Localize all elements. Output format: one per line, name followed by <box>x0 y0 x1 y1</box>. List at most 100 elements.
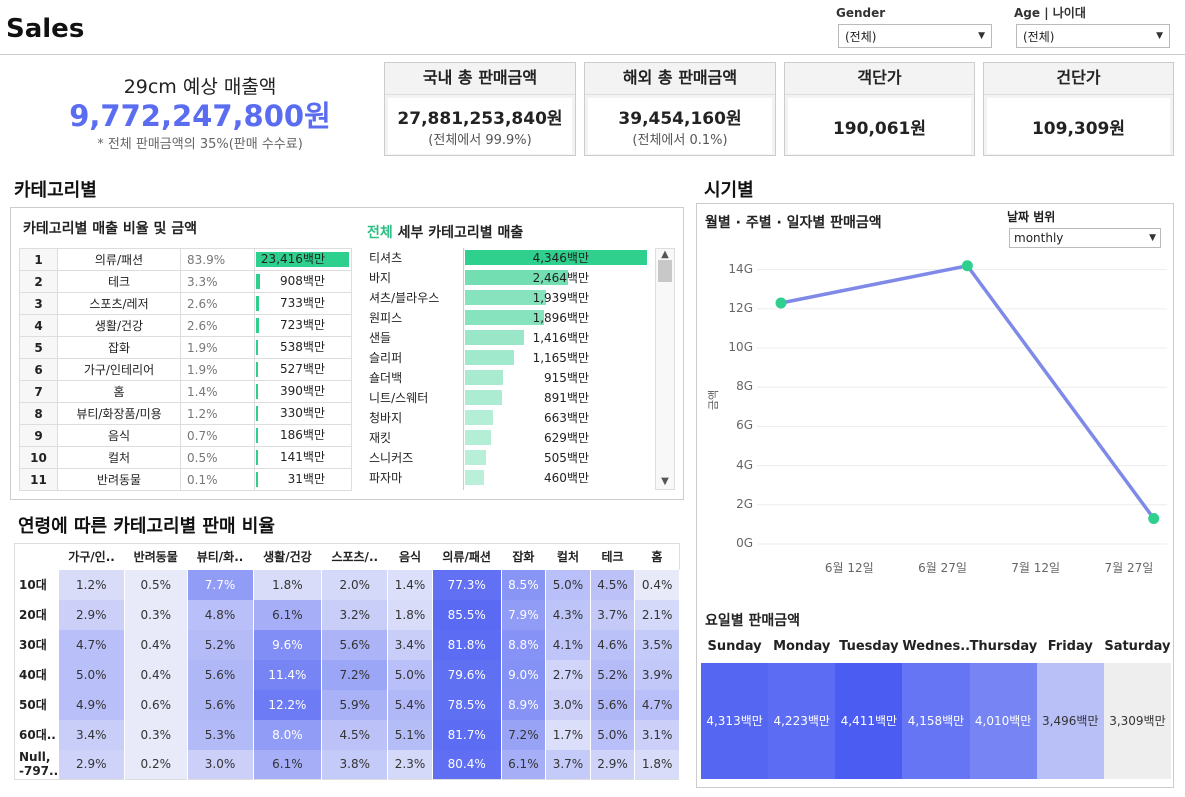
heatmap-cell[interactable]: 5.3% <box>187 719 254 750</box>
heatmap-cell[interactable]: 1.8% <box>634 749 680 780</box>
heatmap-cell[interactable]: 4.3% <box>545 599 591 630</box>
heatmap-cell[interactable]: 0.3% <box>124 599 188 630</box>
weekday-cell[interactable]: 4,411백만 <box>835 663 903 779</box>
heatmap-cell[interactable]: 2.9% <box>58 599 125 630</box>
category-row[interactable]: 7 홈 1.4% 390백만 <box>19 380 352 403</box>
heatmap-cell[interactable]: 5.6% <box>321 629 389 660</box>
heatmap-cell[interactable]: 0.6% <box>124 689 188 720</box>
weekday-cell[interactable]: 4,223백만 <box>768 663 836 779</box>
heatmap-cell[interactable]: 5.1% <box>387 719 433 750</box>
heatmap-cell[interactable]: 81.7% <box>432 719 502 750</box>
category-row[interactable]: 1 의류/패션 83.9% 23,416백만 <box>19 248 352 271</box>
heatmap-cell[interactable]: 3.4% <box>58 719 125 750</box>
weekday-cell[interactable]: 3,309백만 <box>1103 663 1171 779</box>
heatmap-cell[interactable]: 2.3% <box>387 749 433 780</box>
category-row[interactable]: 10 컬처 0.5% 141백만 <box>19 446 352 469</box>
heatmap-cell[interactable]: 6.1% <box>253 749 323 780</box>
heatmap-cell[interactable]: 6.1% <box>501 749 547 780</box>
weekday-cell[interactable]: 3,496백만 <box>1036 663 1104 779</box>
heatmap-cell[interactable]: 7.2% <box>321 659 389 690</box>
subcategory-row[interactable]: 니트/스웨터 891백만 <box>369 388 651 408</box>
heatmap-cell[interactable]: 5.0% <box>387 659 433 690</box>
heatmap-cell[interactable]: 12.2% <box>253 689 323 720</box>
heatmap-cell[interactable]: 1.4% <box>387 569 433 600</box>
heatmap-cell[interactable]: 2.0% <box>321 569 389 600</box>
age-select[interactable]: (전체) ▼ <box>1016 24 1170 48</box>
heatmap-cell[interactable]: 4.5% <box>590 569 636 600</box>
heatmap-cell[interactable]: 77.3% <box>432 569 502 600</box>
heatmap-cell[interactable]: 3.0% <box>545 689 591 720</box>
scroll-up-icon[interactable]: ▲ <box>661 249 669 260</box>
heatmap-cell[interactable]: 0.2% <box>124 749 188 780</box>
heatmap-cell[interactable]: 3.1% <box>634 719 680 750</box>
subcategory-row[interactable]: 스니커즈 505백만 <box>369 448 651 468</box>
heatmap-cell[interactable]: 9.6% <box>253 629 323 660</box>
heatmap-cell[interactable]: 0.4% <box>124 659 188 690</box>
category-row[interactable]: 5 잡화 1.9% 538백만 <box>19 336 352 359</box>
subcategory-row[interactable]: 샌들 1,416백만 <box>369 328 651 348</box>
heatmap-cell[interactable]: 4.9% <box>58 689 125 720</box>
heatmap-cell[interactable]: 5.6% <box>187 659 254 690</box>
heatmap-cell[interactable]: 3.7% <box>590 599 636 630</box>
heatmap-cell[interactable]: 4.1% <box>545 629 591 660</box>
heatmap-cell[interactable]: 4.6% <box>590 629 636 660</box>
scroll-down-icon[interactable]: ▼ <box>661 476 669 487</box>
heatmap-cell[interactable]: 2.7% <box>545 659 591 690</box>
heatmap-cell[interactable]: 0.4% <box>634 569 680 600</box>
subcategory-row[interactable]: 슬리퍼 1,165백만 <box>369 348 651 368</box>
heatmap-cell[interactable]: 3.2% <box>321 599 389 630</box>
heatmap-cell[interactable]: 8.5% <box>501 569 547 600</box>
heatmap-cell[interactable]: 5.9% <box>321 689 389 720</box>
weekday-cell[interactable]: 4,313백만 <box>701 663 769 779</box>
category-row[interactable]: 8 뷰티/화장품/미용 1.2% 330백만 <box>19 402 352 425</box>
heatmap-cell[interactable]: 1.8% <box>253 569 323 600</box>
heatmap-cell[interactable]: 1.7% <box>545 719 591 750</box>
subcategory-row[interactable]: 파자마 460백만 <box>369 468 651 488</box>
heatmap-cell[interactable]: 3.9% <box>634 659 680 690</box>
category-row[interactable]: 11 반려동물 0.1% 31백만 <box>19 468 352 491</box>
heatmap-cell[interactable]: 5.2% <box>187 629 254 660</box>
subcategory-list[interactable]: 티셔츠 4,346백만 바지 2,464백만 셔츠/블라우스 1,939백만 원피스 1,89… <box>369 248 651 490</box>
heatmap-cell[interactable]: 6.1% <box>253 599 323 630</box>
category-row[interactable]: 2 테크 3.3% 908백만 <box>19 270 352 293</box>
scroll-thumb[interactable] <box>658 260 672 282</box>
category-row[interactable]: 6 가구/인테리어 1.9% 527백만 <box>19 358 352 381</box>
heatmap-cell[interactable]: 5.6% <box>590 689 636 720</box>
category-row[interactable]: 9 음식 0.7% 186백만 <box>19 424 352 447</box>
heatmap-cell[interactable]: 11.4% <box>253 659 323 690</box>
weekday-cell[interactable]: 4,010백만 <box>969 663 1037 779</box>
heatmap-cell[interactable]: 8.9% <box>501 689 547 720</box>
heatmap-cell[interactable]: 5.4% <box>387 689 433 720</box>
heatmap-cell[interactable]: 2.9% <box>58 749 125 780</box>
subcategory-row[interactable]: 셔츠/블라우스 1,939백만 <box>369 288 651 308</box>
date-range-select[interactable]: monthly ▼ <box>1009 228 1161 248</box>
data-point[interactable] <box>775 297 787 309</box>
heatmap-cell[interactable]: 85.5% <box>432 599 502 630</box>
heatmap-cell[interactable]: 2.9% <box>590 749 636 780</box>
heatmap-cell[interactable]: 3.8% <box>321 749 389 780</box>
subcategory-row[interactable]: 원피스 1,896백만 <box>369 308 651 328</box>
heatmap-cell[interactable]: 2.1% <box>634 599 680 630</box>
heatmap-cell[interactable]: 5.6% <box>187 689 254 720</box>
heatmap-cell[interactable]: 81.8% <box>432 629 502 660</box>
heatmap-cell[interactable]: 5.2% <box>590 659 636 690</box>
heatmap-cell[interactable]: 79.6% <box>432 659 502 690</box>
heatmap-cell[interactable]: 0.4% <box>124 629 188 660</box>
heatmap-cell[interactable]: 1.2% <box>58 569 125 600</box>
subcategory-scrollbar[interactable]: ▲ ▼ <box>655 248 675 490</box>
heatmap-cell[interactable]: 1.8% <box>387 599 433 630</box>
subcategory-row[interactable]: 재킷 629백만 <box>369 428 651 448</box>
heatmap-cell[interactable]: 3.5% <box>634 629 680 660</box>
heatmap-cell[interactable]: 9.0% <box>501 659 547 690</box>
heatmap-cell[interactable]: 3.0% <box>187 749 254 780</box>
category-row[interactable]: 3 스포츠/레저 2.6% 733백만 <box>19 292 352 315</box>
heatmap-cell[interactable]: 5.0% <box>58 659 125 690</box>
subcategory-row[interactable]: 청바지 663백만 <box>369 408 651 428</box>
heatmap-cell[interactable]: 0.3% <box>124 719 188 750</box>
data-point[interactable] <box>961 260 973 272</box>
weekday-cell[interactable]: 4,158백만 <box>902 663 970 779</box>
heatmap-cell[interactable]: 8.8% <box>501 629 547 660</box>
heatmap-cell[interactable]: 78.5% <box>432 689 502 720</box>
heatmap-cell[interactable]: 0.5% <box>124 569 188 600</box>
data-point[interactable] <box>1148 513 1160 525</box>
